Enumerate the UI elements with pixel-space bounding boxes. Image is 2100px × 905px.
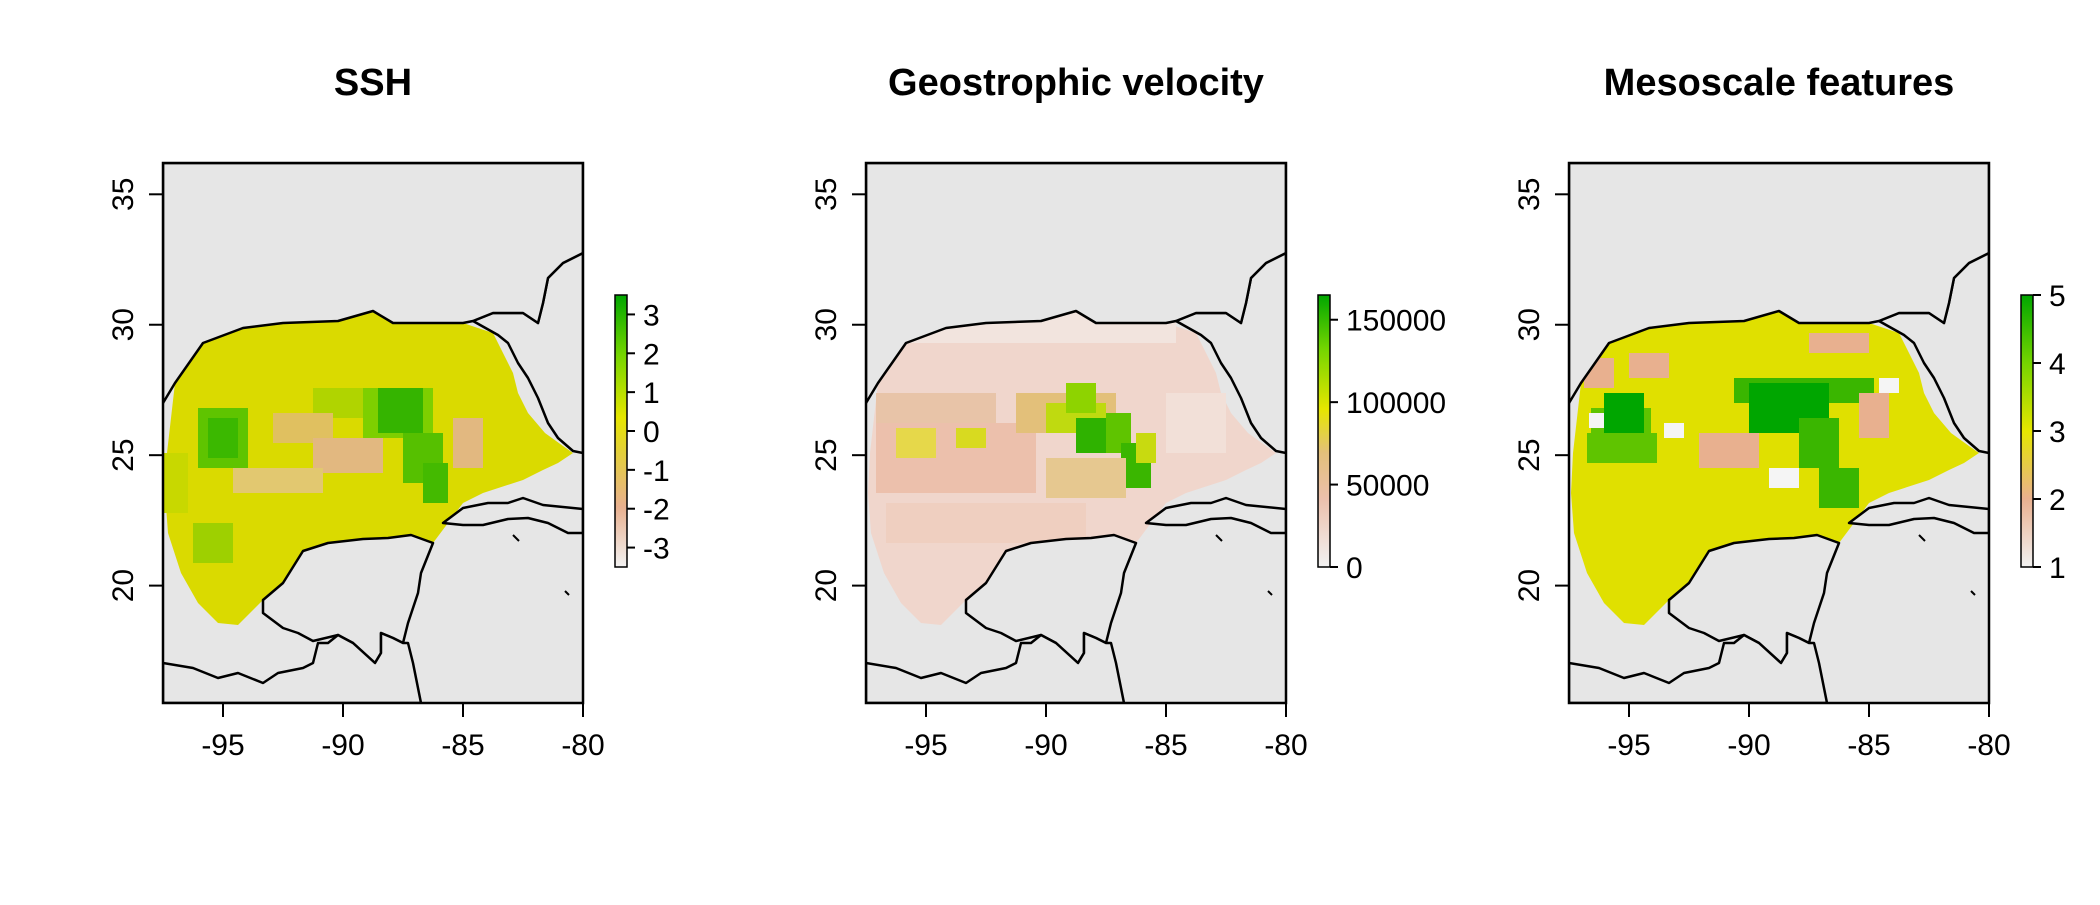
north-land: [866, 163, 1286, 405]
legend-tick-label: 4: [2049, 348, 2066, 381]
legend-tick-label: 3: [643, 299, 660, 332]
cuba-land: [441, 496, 583, 535]
south-land: [1569, 631, 1829, 703]
legend-tick-label: 150000: [1346, 305, 1446, 338]
cuba-land: [1144, 496, 1286, 535]
legend-colorbar: [2020, 294, 2034, 568]
y-tick-label: 30: [1513, 308, 1546, 341]
panel-title: Geostrophic velocity: [888, 62, 1264, 104]
island-mark: [1215, 534, 1223, 542]
legend-tick-label: 2: [643, 338, 660, 371]
panel-title: SSH: [334, 62, 412, 104]
x-tick-label: -85: [1847, 729, 1890, 762]
south-land: [163, 631, 423, 703]
y-tick-label: 25: [810, 438, 843, 471]
legend-tick-label: 1: [643, 377, 660, 410]
panel-geostrophic: [864, 161, 1288, 705]
legend-tick-label: 2: [2049, 484, 2066, 517]
y-tick-label: 30: [810, 308, 843, 341]
x-tick-label: -80: [1967, 729, 2010, 762]
y-tick-label: 35: [107, 178, 140, 211]
x-tick-label: -95: [904, 729, 947, 762]
legend-tick-label: 0: [643, 416, 660, 449]
island-mark: [1918, 534, 1926, 542]
panel-mesoscale: [1567, 161, 1991, 705]
legend-tick-label: 0: [1346, 552, 1363, 585]
axes-mesoscale: Mesoscale features -95 -90 -85 -80 35 30 25 20 5 4…: [1513, 62, 2066, 762]
legend-tick-label: -1: [643, 455, 670, 488]
legend-colorbar: [614, 294, 628, 568]
legend-tick-label: 1: [2049, 552, 2066, 585]
legend-tick-label: -2: [643, 494, 670, 527]
island-mark: [564, 590, 570, 596]
axes-geostrophic: Geostrophic velocity -95 -90 -85 -80 35 30 25 20…: [810, 62, 1446, 762]
panel-title: Mesoscale features: [1604, 62, 1955, 104]
y-tick-label: 20: [107, 569, 140, 602]
island-mark: [512, 534, 520, 542]
y-tick-label: 20: [1513, 569, 1546, 602]
x-tick-label: -95: [201, 729, 244, 762]
panel-ssh: [161, 161, 585, 705]
y-tick-label: 20: [810, 569, 843, 602]
legend-tick-label: 50000: [1346, 470, 1429, 503]
north-land: [1569, 163, 1989, 405]
x-tick-label: -90: [321, 729, 364, 762]
cuba-land: [1847, 496, 1989, 535]
x-tick-label: -85: [441, 729, 484, 762]
legend-tick-label: 3: [2049, 416, 2066, 449]
x-tick-label: -90: [1024, 729, 1067, 762]
x-tick-label: -85: [1144, 729, 1187, 762]
legend-colorbar: [1317, 294, 1331, 568]
feature-patches: [1584, 333, 1899, 508]
south-land: [866, 631, 1126, 703]
x-tick-label: -80: [1264, 729, 1307, 762]
island-mark: [1267, 590, 1273, 596]
y-tick-label: 25: [1513, 438, 1546, 471]
north-land: [163, 163, 583, 405]
x-tick-label: -95: [1607, 729, 1650, 762]
y-tick-label: 35: [1513, 178, 1546, 211]
y-tick-label: 35: [810, 178, 843, 211]
legend-tick-label: -3: [643, 533, 670, 566]
island-mark: [1970, 590, 1976, 596]
x-tick-label: -90: [1727, 729, 1770, 762]
ssh-patches: [163, 388, 483, 563]
y-tick-label: 25: [107, 438, 140, 471]
axes-ssh: SSH -95 -90 -85 -80 35 30 25 20 3 2 1 0 -1 -2 -3: [107, 62, 670, 762]
legend-tick-label: 5: [2049, 280, 2066, 313]
legend-tick-label: 100000: [1346, 387, 1446, 420]
x-tick-label: -80: [561, 729, 604, 762]
y-tick-label: 30: [107, 308, 140, 341]
